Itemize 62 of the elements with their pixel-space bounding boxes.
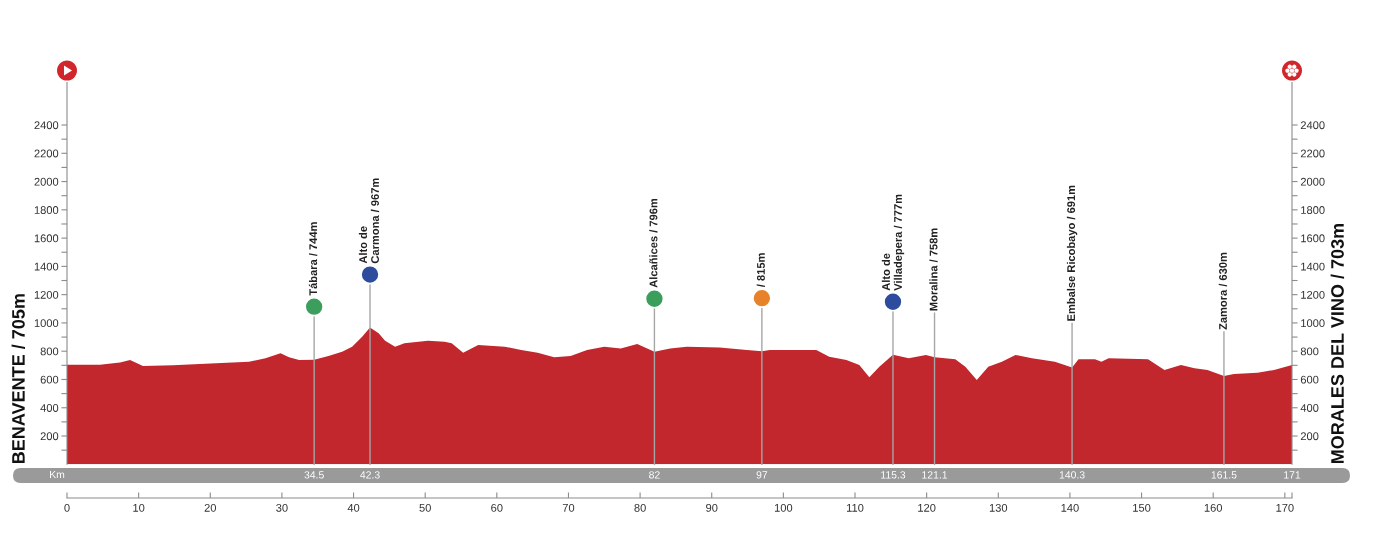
y-tick-label: 600: [40, 375, 59, 384]
x-tick-label: 10: [133, 503, 145, 512]
ref-line-label: Tábara / 744m: [308, 222, 318, 296]
x-tick-label: 100: [774, 503, 793, 512]
x-tick-label: 30: [276, 503, 288, 512]
x2-tick-label: 97: [756, 471, 768, 479]
y-tick-label: 200: [40, 432, 59, 441]
x-tick-label: 140: [1061, 503, 1079, 512]
x2-tick-label: 115.3: [881, 471, 906, 479]
ref-line-label: Alto de Carmona / 967m: [358, 178, 380, 264]
x-tick-label: 150: [1133, 503, 1151, 512]
y-tick-label: 400: [40, 404, 59, 412]
y2-tick-label: 1200: [1301, 290, 1325, 299]
y-tick-label: 1800: [34, 206, 59, 214]
ref-line-label: Moralina / 758m: [929, 228, 938, 311]
x2-tick-label: 161.5: [1211, 471, 1237, 479]
y2-tick-label: 200: [1300, 432, 1319, 441]
x-tick-label: 70: [562, 503, 575, 512]
x-tick-label: 0: [64, 503, 70, 512]
y-tick-label: 1400: [34, 262, 59, 271]
y-tick-label: 800: [40, 347, 59, 356]
x-tick-label: 170: [1276, 503, 1294, 512]
x-tick-label: 120: [918, 503, 936, 512]
x-tick-label: 90: [706, 503, 718, 512]
y2-tick-label: 1400: [1301, 262, 1325, 271]
y-tick-label: 2200: [34, 149, 59, 158]
x-tick-label: 50: [419, 503, 431, 512]
y2-axis-title: MORALES DEL VINO / 703m: [1330, 223, 1345, 464]
y2-tick-label: 2200: [1300, 149, 1325, 158]
x2-axis-title: Km: [50, 470, 65, 479]
y-tick-label: 1000: [34, 319, 59, 328]
y-tick-label: 1600: [34, 234, 59, 243]
y-axis-title: BENAVENTE / 705m: [11, 294, 26, 464]
y-tick-label: 2000: [34, 177, 59, 186]
x-tick-label: 130: [989, 503, 1008, 512]
x2-tick-label: 34.5: [304, 471, 324, 479]
x-tick-label: 160: [1204, 503, 1223, 512]
y2-tick-label: 1800: [1301, 206, 1325, 214]
y-tick-label: 2400: [34, 121, 59, 130]
y-tick-label: 1200: [34, 290, 59, 299]
y2-tick-label: 600: [1300, 375, 1319, 384]
y2-tick-label: 400: [1300, 404, 1319, 412]
y2-tick-label: 1000: [1301, 319, 1325, 328]
ref-line-label: Alto de Villadepera / 777m: [881, 194, 905, 291]
y2-tick-label: 800: [1300, 347, 1319, 356]
x-tick-label: 80: [634, 503, 646, 512]
x-tick-label: 110: [847, 503, 864, 512]
ref-line-label: Alcañices / 796m: [649, 198, 658, 288]
y2-tick-label: 2400: [1300, 121, 1325, 130]
y2-tick-label: 2000: [1300, 177, 1325, 186]
x2-tick-label: 171: [1284, 471, 1301, 479]
x2-tick-label: 82: [649, 471, 660, 479]
x-tick-label: 40: [347, 503, 360, 512]
x2-tick-label: 42.3: [360, 471, 380, 479]
x2-tick-label: 121.1: [922, 471, 948, 479]
ref-line-label: Zamora / 630m: [1218, 252, 1228, 330]
x2-tick-label: 140.3: [1059, 471, 1085, 479]
ref-line-label: Embalse Ricobayo / 691m: [1066, 185, 1078, 321]
y2-tick-label: 1600: [1301, 234, 1325, 243]
x-tick-label: 60: [491, 503, 503, 512]
x-tick-label: 20: [204, 503, 217, 512]
ref-line-label: / 815m: [756, 253, 765, 288]
